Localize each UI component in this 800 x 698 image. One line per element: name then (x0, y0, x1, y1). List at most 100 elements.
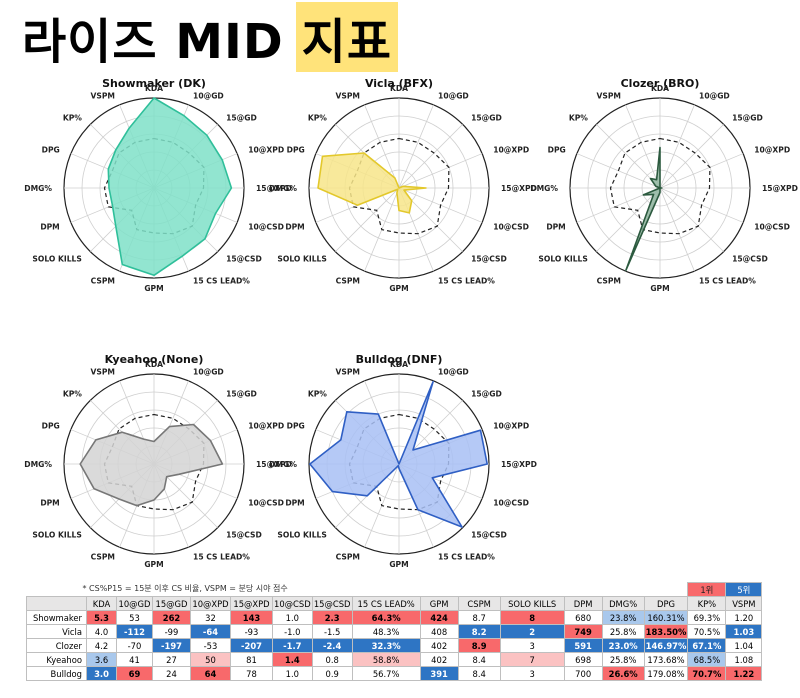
radar-spoke (596, 187, 661, 252)
radar-series-polygon (317, 152, 427, 214)
table-cell: 0.8 (311, 652, 353, 667)
radar-axis-label-kp: KP% (569, 113, 588, 122)
radar-axis-label-15-cs-lead: 15 CS LEAD% (438, 552, 495, 561)
radar-axis-label-15-xpd: 15@XPD (256, 184, 292, 193)
table-cell: 32 (190, 610, 231, 625)
radar-axis-label-dmg: DMG% (24, 460, 52, 469)
radar-series-polygon (107, 97, 233, 277)
table-header-cell: DPG (643, 596, 689, 611)
radar-axis-label-15-gd: 15@GD (732, 113, 763, 122)
table-cell: -64 (190, 624, 231, 639)
radar-title: Kyeahoo (None) (105, 353, 204, 366)
table-cell: 70.7% (687, 666, 727, 681)
radar-chart-clozer: Clozer (BRO)KDA 10@GD 15@GD 10@XPD 15@XPD 10@… (530, 77, 798, 293)
table-header-cell: VSPM (725, 596, 763, 611)
radar-axis-label-10-xpd: 10@XPD (493, 422, 529, 431)
table-cell: 3 (499, 638, 565, 653)
radar-axis-label-solo-kills: SOLO KILLS (32, 255, 81, 264)
table-cell: 173.68% (643, 652, 689, 667)
radar-axis-label-dpm: DPM (40, 222, 59, 231)
table-cell: 68.5% (687, 652, 727, 667)
table-cell: 81 (230, 652, 273, 667)
table-header-cell: 15@GD (152, 596, 191, 611)
radar-axis-label-vspm: VSPM (335, 92, 359, 101)
radar-axis-label-dmg: DMG% (24, 184, 52, 193)
table-cell: -1.0 (272, 624, 313, 639)
table-cell: 1.20 (725, 610, 763, 625)
radar-baseline-polygon (348, 413, 450, 511)
radar-axis-label-vspm: VSPM (596, 92, 620, 101)
radar-series-polygon (79, 423, 224, 507)
radar-axis-label-kp: KP% (308, 113, 327, 122)
table-cell: 3 (499, 666, 565, 681)
table-header-cell: GPM (419, 596, 459, 611)
table-cell: 143 (230, 610, 273, 625)
table-cell: 69 (116, 666, 153, 681)
table-cell: 591 (563, 638, 603, 653)
radar-axis-label-kp: KP% (63, 389, 82, 398)
table-cell: -197 (152, 638, 191, 653)
radar-axis-label-15-csd: 15@CSD (471, 255, 507, 264)
radar-axis-label-10-csd: 10@CSD (754, 222, 790, 231)
table-player-name: Vicla (26, 624, 87, 639)
page-title: 라이즈 MID 지표 (22, 2, 398, 72)
table-header-row: KDA 10@GD 15@GD 10@XPD 15@XPD 10@CSD 15@CSD 15 … (26, 596, 763, 611)
radar-spoke (398, 153, 483, 189)
table-cell: 2.3 (311, 610, 353, 625)
table-note: * CS%P15 = 15분 이후 CS 비율, VSPM = 분당 시야 점수 (82, 584, 288, 594)
radar-axis-label-10-gd: 10@GD (193, 92, 224, 101)
table-player-name: Kyeahoo (26, 652, 87, 667)
radar-axis-label-vspm: VSPM (335, 368, 359, 377)
radar-spoke (659, 187, 695, 272)
radar-axis-label-dpg: DPG (548, 146, 566, 155)
table-player-name: Clozer (26, 638, 87, 653)
radar-axis-label-vspm: VSPM (90, 92, 114, 101)
table-cell: 67.1% (687, 638, 727, 653)
radar-axis-label-cspm: CSPM (91, 552, 115, 561)
radar-axis-label-kda: KDA (145, 360, 163, 369)
table-cell: 1.0 (272, 666, 313, 681)
radar-axis-label-dmg: DMG% (269, 184, 297, 193)
table-cell: 3.6 (86, 652, 117, 667)
radar-axis-label-15-xpd: 15@XPD (256, 460, 292, 469)
radar-axis-label-dpg: DPG (287, 146, 305, 155)
radar-spoke (364, 104, 400, 189)
table-cell: 70.5% (687, 624, 727, 639)
table-row: Clozer 4.2 -70 -197 -53 -207 -1.7 -2.4 32.3% 402 8… (26, 638, 763, 653)
table-cell: 8.7 (457, 610, 501, 625)
radar-axis-label-10-xpd: 10@XPD (754, 146, 790, 155)
table-header-cell: KDA (86, 596, 117, 611)
radar-spoke (659, 187, 724, 252)
table-cell: 8.4 (457, 666, 501, 681)
radar-axis-label-dmg: DMG% (530, 184, 558, 193)
radar-axis-label-solo-kills: SOLO KILLS (277, 531, 326, 540)
radar-spoke (398, 124, 463, 189)
radar-axis-label-kp: KP% (63, 113, 82, 122)
radar-axis-label-15-cs-lead: 15 CS LEAD% (193, 276, 250, 285)
radar-axis-label-10-gd: 10@GD (438, 92, 469, 101)
table-cell: 48.3% (351, 624, 421, 639)
table-cell: 183.50% (643, 624, 689, 639)
table-cell: 50 (190, 652, 231, 667)
radar-spoke (659, 124, 724, 189)
radar-spoke (398, 104, 434, 189)
table-header-cell: 10@XPD (190, 596, 231, 611)
table-cell: 262 (152, 610, 191, 625)
radar-axis-label-15-cs-lead: 15 CS LEAD% (438, 276, 495, 285)
table-header-cell (26, 596, 87, 611)
radar-axis-label-dpg: DPG (42, 146, 60, 155)
table-cell: 179.08% (643, 666, 689, 681)
table-cell: 5.3 (86, 610, 117, 625)
table-cell: 424 (419, 610, 459, 625)
table-cell: 26.6% (601, 666, 645, 681)
table-cell: 1.03 (725, 624, 763, 639)
radar-axis-label-dmg: DMG% (269, 460, 297, 469)
table-cell: -93 (230, 624, 273, 639)
legend-rank-1: 1위 (687, 582, 727, 597)
table-cell: 8.9 (457, 638, 501, 653)
radar-axis-label-15-csd: 15@CSD (226, 255, 262, 264)
table-cell: 25.8% (601, 652, 645, 667)
radar-axis-label-10-csd: 10@CSD (493, 498, 529, 507)
table-header-cell: 15 CS LEAD% (351, 596, 421, 611)
radar-axis-label-solo-kills: SOLO KILLS (32, 531, 81, 540)
